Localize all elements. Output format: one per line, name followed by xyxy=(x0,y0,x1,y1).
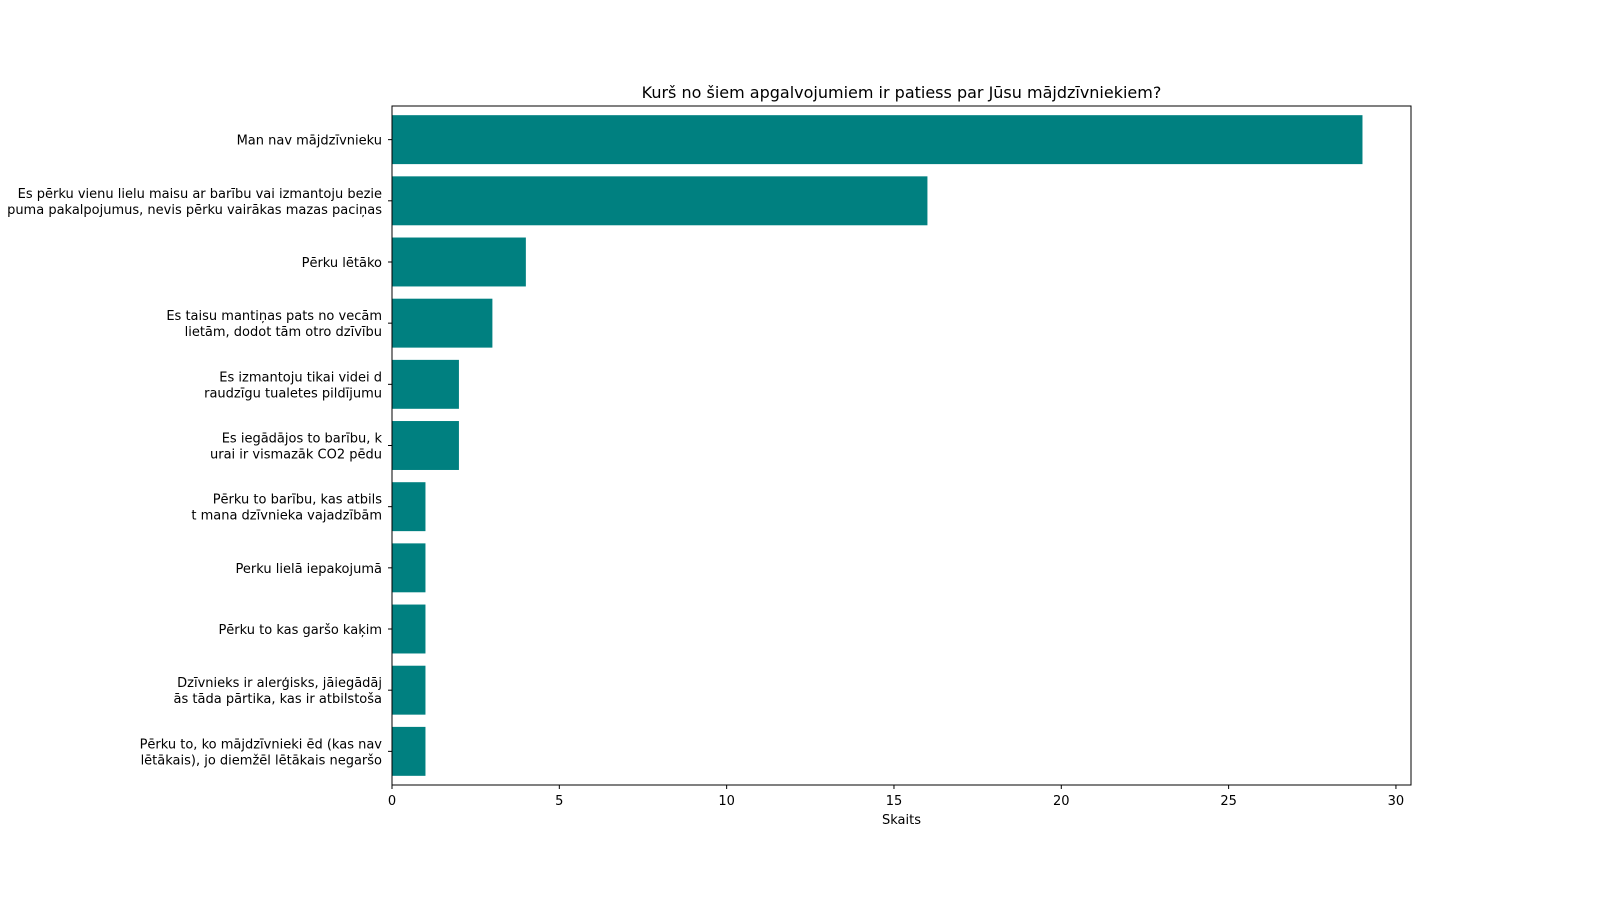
plot-frame xyxy=(391,105,1412,786)
y-tick-label-4-line-0: Es izmantoju tikai videi d xyxy=(219,370,382,385)
bar-1 xyxy=(392,176,928,226)
x-axis: 0 5 10 15 20 25 30 xyxy=(388,785,1404,809)
y-tick-label-7: Perku lielā iepakojumā xyxy=(236,562,382,577)
x-tick-label-3: 15 xyxy=(886,794,903,809)
chart-title: Kurš no šiem apgalvojumiem ir patiess pa… xyxy=(642,83,1162,102)
y-tick-label-6-line-1: t mana dzīvnieka vajadzībām xyxy=(191,509,382,524)
bar-9 xyxy=(392,665,426,715)
y-tick-label-0: Man nav mājdzīvnieku xyxy=(237,134,382,149)
y-tick-label-3-line-0: Es taisu mantiņas pats no vecām xyxy=(166,309,382,324)
bar-5 xyxy=(392,421,459,470)
y-axis: Man nav mājdzīvnieku Es pērku vienu lielu… xyxy=(7,134,392,768)
bar-10 xyxy=(392,726,426,776)
y-tick-label-8: Pērku to kas garšo kaķim xyxy=(218,623,382,638)
y-tick-label-3-line-1: lietām, dodot tām otro dzīvību xyxy=(185,325,382,340)
y-tick-label-5-line-0: Es iegādājos to barību, k xyxy=(222,432,383,447)
y-tick-label-1-line-1: puma pakalpojumus, nevis pērku vairākas … xyxy=(7,203,382,218)
x-tick-label-1: 5 xyxy=(555,794,563,809)
y-tick-label-6-line-0: Pērku to barību, kas atbils xyxy=(213,493,383,508)
bars-group xyxy=(392,115,1363,776)
bar-7 xyxy=(392,543,426,593)
y-tick-label-4-line-1: raudzīgu tualetes pildījumu xyxy=(204,386,382,401)
x-tick-label-2: 10 xyxy=(718,794,735,809)
bar-2 xyxy=(392,237,526,287)
y-tick-label-1-line-0: Es pērku vienu lielu maisu ar barību vai… xyxy=(18,187,382,202)
y-tick-label-9-line-0: Dzīvnieks ir alerģisks, jāiegādāj xyxy=(177,676,382,691)
bar-4 xyxy=(392,359,459,409)
x-tick-label-5: 25 xyxy=(1220,794,1237,809)
y-tick-label-10-line-1: lētākais), jo diemžēl lētākais negaršo xyxy=(141,753,382,768)
x-tick-label-4: 20 xyxy=(1053,794,1070,809)
bar-3 xyxy=(392,298,493,348)
y-tick-label-5-line-1: urai ir vismazāk CO2 pēdu xyxy=(210,448,382,463)
y-tick-label-10-line-0: Pērku to, ko mājdzīvnieki ēd (kas nav xyxy=(140,737,383,752)
bar-0 xyxy=(392,115,1363,165)
x-tick-label-0: 0 xyxy=(388,794,396,809)
bar-8 xyxy=(392,604,426,654)
bar-6 xyxy=(392,482,426,532)
x-axis-label: Skaits xyxy=(882,813,921,828)
y-tick-label-9-line-1: ās tāda pārtika, kas ir atbilstoša xyxy=(174,692,382,707)
y-tick-label-2: Pērku lētāko xyxy=(302,256,382,271)
x-tick-label-6: 30 xyxy=(1388,794,1405,809)
